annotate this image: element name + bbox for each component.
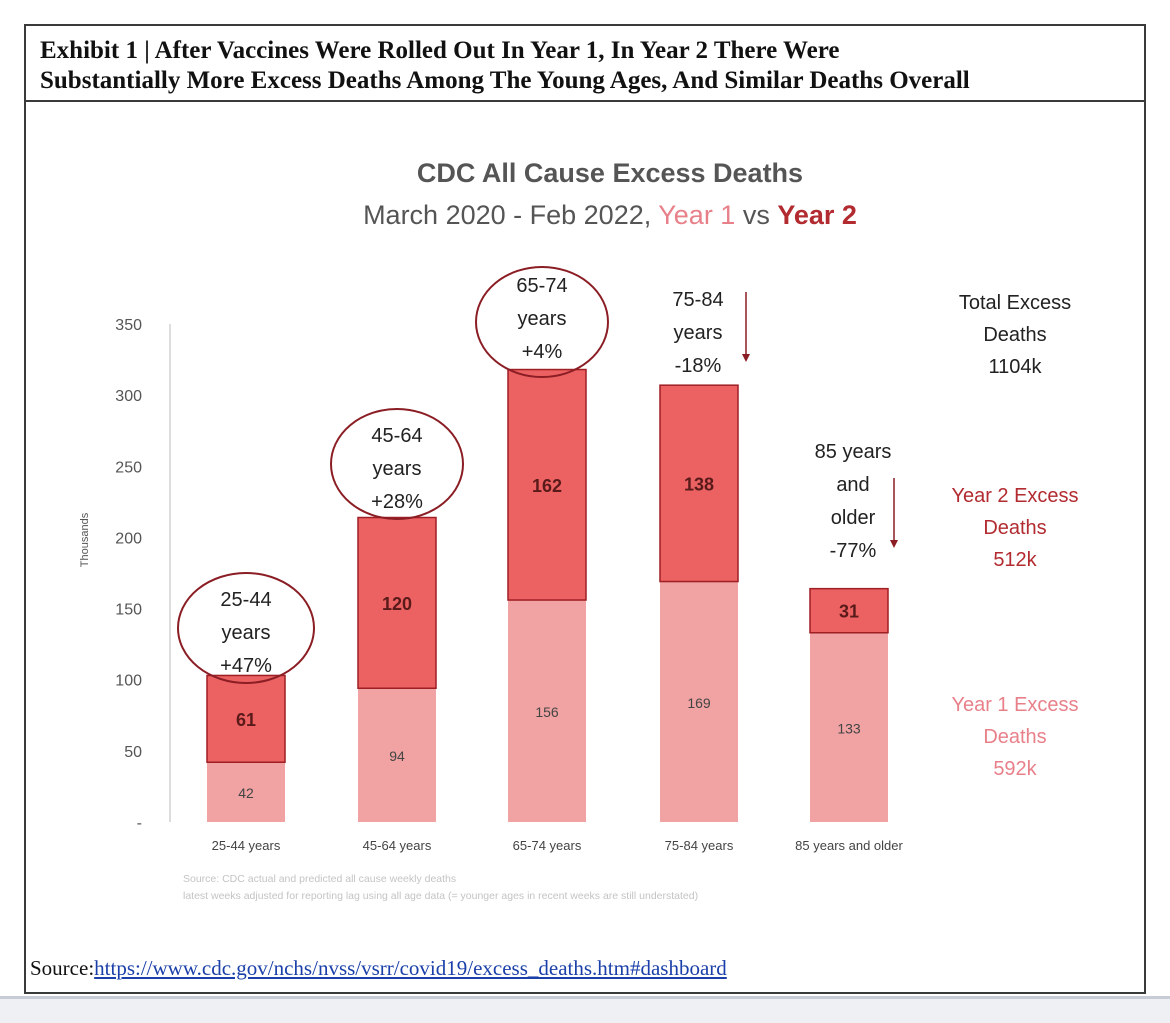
title-divider [26,100,1146,102]
y-tick-label: 300 [115,388,142,405]
x-tick-label: 85 years and older [795,838,903,853]
exhibit-title-line-1: Exhibit 1 | After Vaccines Were Rolled O… [40,37,840,64]
total-excess-deaths-text: Total Excess [959,292,1071,314]
bar-year2 [206,674,286,763]
annotation-text: and [836,474,869,496]
bar-year2 [357,516,437,690]
bar-year1 [508,600,586,822]
x-tick-label: 65-74 years [513,838,582,853]
y-tick-label: 50 [124,744,142,761]
y-tick-label: 250 [115,459,142,476]
source-prefix: Source: [30,956,95,980]
annotation-text: 25-44 [220,589,271,611]
chart-title: CDC All Cause Excess Deaths [417,158,803,188]
bar-year1 [660,581,738,822]
data-label-year2: 138 [684,474,714,494]
year1-excess-deaths-text: Year 1 Excess [951,694,1078,716]
x-tick-label: 75-84 years [665,838,734,853]
bar-year1 [810,632,888,822]
bottom-band [0,996,1170,1023]
chart-source-note: latest weeks adjusted for reporting lag … [183,890,698,902]
annotation-text: +47% [220,655,272,677]
bar-year1 [207,762,285,822]
annotation-text: +28% [371,491,423,513]
source-link[interactable]: https://www.cdc.gov/nchs/nvss/vsrr/covid… [94,956,727,980]
data-label-year2: 61 [236,710,256,730]
annotation-text: 85 years [815,441,892,463]
data-label-year1: 42 [238,785,254,801]
annotation-text: years [373,458,422,480]
excess-deaths-chart: CDC All Cause Excess Deaths March 2020 - … [79,158,1079,902]
data-label-year2: 162 [532,476,562,496]
bar-year2 [507,368,587,601]
chart-subtitle-part-1: Year 1 [658,200,735,230]
source-line: Source:https://www.cdc.gov/nchs/nvss/vsr… [30,956,727,981]
data-label-year1: 94 [389,748,405,764]
year1-excess-deaths-text: 592k [993,758,1037,780]
bar-year1 [358,688,436,822]
data-label-year1: 133 [837,720,861,736]
chart-subtitle-part-0: March 2020 - Feb 2022, [363,200,658,230]
y-axis-label: Thousands [79,512,91,567]
annotation-text: -18% [675,355,722,377]
annotation-text: 75-84 [672,289,723,311]
annotation-arrow-head [742,354,750,362]
annotation-circle [475,266,609,378]
annotation-text: 65-74 [516,275,567,297]
annotation-text: 45-64 [371,425,422,447]
annotation-text: older [831,507,876,529]
year1-excess-deaths-text: Deaths [983,726,1046,748]
annotation-text: years [518,308,567,330]
annotation-circle [330,408,464,520]
annotation-text: years [674,322,723,344]
data-label-year2: 31 [839,602,859,622]
y-tick-label: 100 [115,673,142,690]
data-label-year1: 156 [535,704,559,720]
x-tick-label: 45-64 years [363,838,432,853]
annotation-arrow-head [890,540,898,548]
exhibit-title: Exhibit 1 | After Vaccines Were Rolled O… [40,36,1150,96]
annotation-circle [177,572,315,684]
annotation-text: +4% [522,341,563,363]
y-tick-label: 350 [115,317,142,334]
data-label-year1: 169 [687,695,711,711]
chart-subtitle-part-2: vs [735,200,777,230]
y-tick-label: 200 [115,530,142,547]
year2-excess-deaths-text: 512k [993,549,1037,571]
year2-excess-deaths-text: Year 2 Excess [951,485,1078,507]
bar-year2 [809,587,889,634]
chart-source-note: Source: CDC actual and predicted all cau… [183,873,456,885]
year2-excess-deaths-text: Deaths [983,517,1046,539]
y-tick-label: - [137,815,142,832]
annotation-text: years [222,622,271,644]
x-tick-label: 25-44 years [212,838,281,853]
y-tick-label: 150 [115,602,142,619]
exhibit-title-line-2: Substantially More Excess Deaths Among T… [40,67,970,94]
total-excess-deaths-text: 1104k [988,356,1042,378]
data-label-year2: 120 [382,594,412,614]
chart-subtitle: March 2020 - Feb 2022, Year 1 vs Year 2 [363,200,857,230]
bar-year2 [659,384,739,583]
annotation-text: -77% [830,540,877,562]
total-excess-deaths-text: Deaths [983,324,1046,346]
chart-subtitle-part-3: Year 2 [777,200,857,230]
